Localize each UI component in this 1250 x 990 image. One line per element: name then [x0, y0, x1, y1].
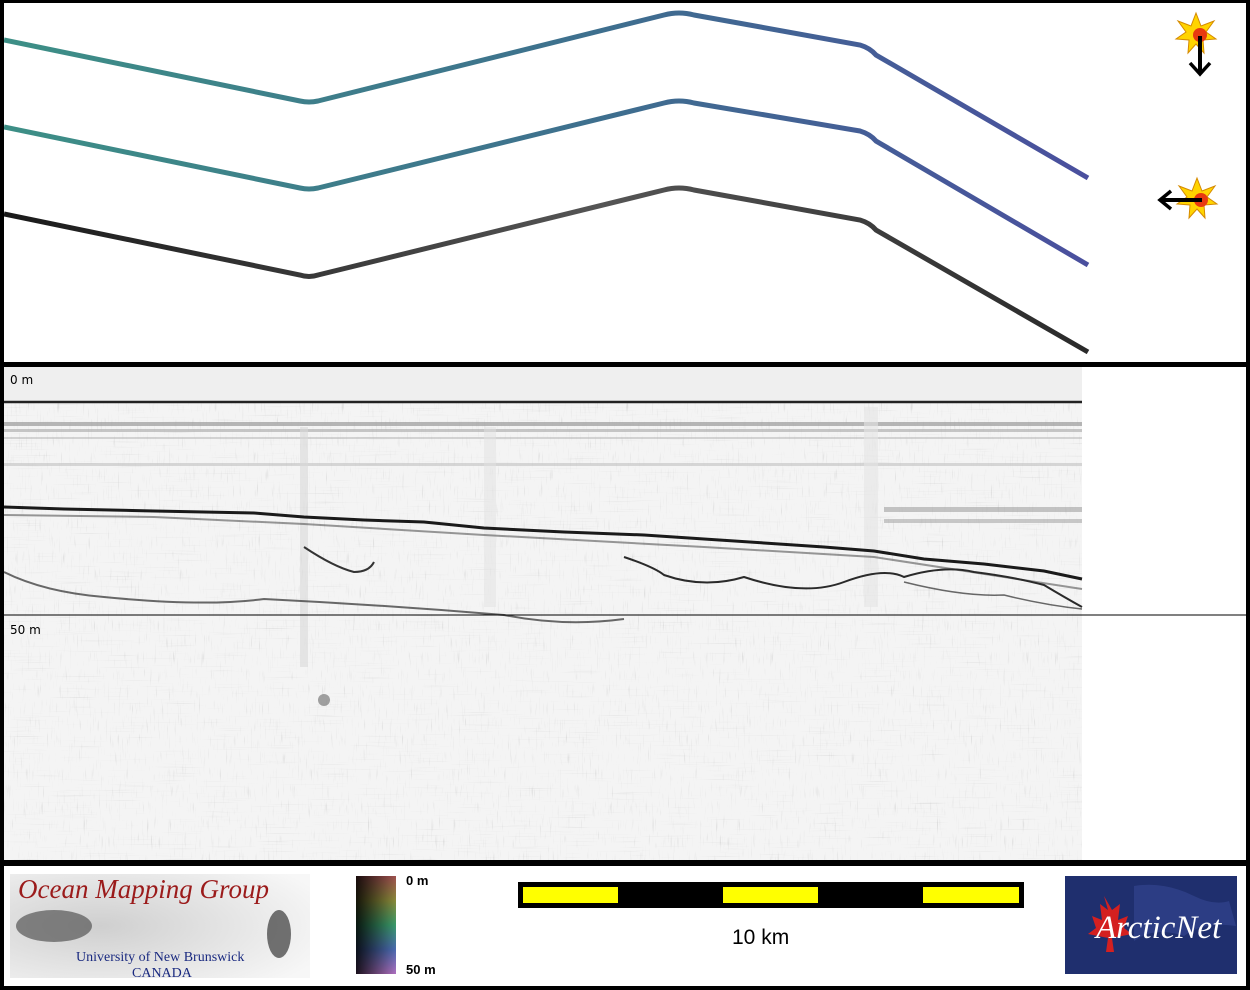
legend-panel: Ocean Mapping Group University of New Br… — [4, 866, 1246, 986]
profile-svg — [4, 367, 1246, 860]
omg-subtitle-country: CANADA — [132, 966, 192, 981]
seafloor-reflector — [4, 505, 1083, 581]
depth-label-0m: 0 m — [10, 373, 34, 387]
profile-header-band — [4, 367, 1082, 401]
depth-colorbar — [356, 876, 396, 974]
arcticnet-wordmark: ArcticNet — [1096, 910, 1222, 946]
colorbar-bottom-label: 50 m — [406, 962, 436, 977]
arrow-left-icon — [1157, 189, 1202, 211]
sun-icon — [1174, 11, 1218, 55]
colorbar-top-label: 0 m — [406, 873, 429, 888]
subsurface-reflector — [303, 546, 375, 574]
scale-bar-label: 10 km — [732, 926, 790, 949]
track-line-top — [4, 10, 1090, 181]
subsurface-reflector — [4, 571, 625, 624]
omg-subtitle-university: University of New Brunswick — [76, 950, 245, 965]
track-lines-svg — [4, 10, 1219, 355]
seismic-profile-panel: 0 m 50 m — [4, 367, 1246, 860]
scale-bar — [518, 882, 1024, 908]
legend-svg — [10, 874, 1237, 978]
arcticnet-logo — [1065, 876, 1237, 974]
omg-title: Ocean Mapping Group — [18, 874, 269, 904]
track-perspective-panel — [4, 3, 1246, 362]
ocean-mapping-group-logo — [10, 874, 310, 978]
depth-label-50m: 50 m — [10, 623, 41, 637]
maple-leaf-icon — [1088, 896, 1132, 952]
track-line-bottom — [4, 185, 1090, 355]
subsurface-reflector — [623, 556, 1083, 608]
arrow-down-icon — [1188, 36, 1212, 77]
track-line-middle — [4, 98, 1090, 268]
